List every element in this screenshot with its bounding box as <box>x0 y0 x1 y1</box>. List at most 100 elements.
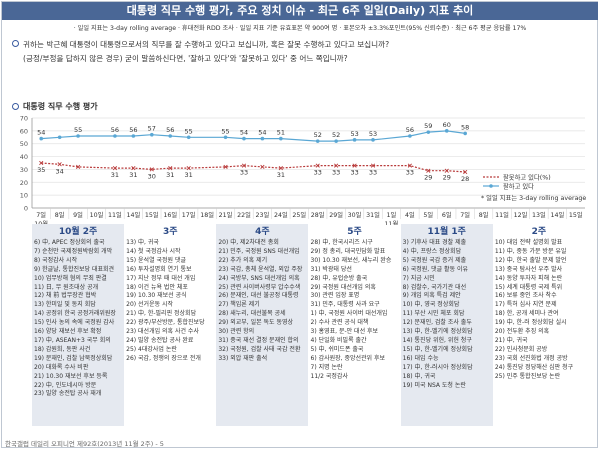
data-label: 53 <box>369 130 377 138</box>
x-tick-label: 25일 <box>292 210 306 219</box>
data-point <box>242 136 246 141</box>
week-event-item: 11) 中, 중동 가문 방문 유일 <box>494 247 567 255</box>
week-heading: 10월 2주 <box>58 227 98 237</box>
week-event-item: 8) 검찰수, 국가기관 대선 <box>402 283 467 291</box>
y-tick-label: 50 <box>20 140 28 148</box>
week-event-item: 17) 특허 심사 지연 문제 <box>494 301 557 309</box>
week-event-item: 25) 민주 통합진보당 논란 <box>494 372 561 380</box>
data-label: 55 <box>185 127 193 135</box>
week-event-item: 4) 中, 프랑스 정상회담 <box>402 247 462 255</box>
week-event-item: 16) 보류 중인 조사 착수 <box>494 292 557 300</box>
data-point <box>407 163 413 168</box>
data-label: 34 <box>56 167 64 175</box>
week-event-item: 24) 밀양 송전탑 공사 완료 <box>126 336 194 344</box>
week-event-item: 6) 中, APEC 정상회의 출국 <box>34 239 105 246</box>
data-label: 33 <box>350 169 358 177</box>
data-label: 56 <box>111 126 119 134</box>
data-point <box>426 168 431 173</box>
data-point <box>113 134 117 138</box>
x-tick-label: 8일 <box>55 210 65 219</box>
x-tick-label: 14일 <box>550 210 564 219</box>
week-column: 4주 20) 中, 제2차대전 총회 21) 민주, 국정원 SNS 대선개입 22)… <box>216 224 309 426</box>
data-point <box>260 136 265 141</box>
data-label: 60 <box>443 121 451 129</box>
week-event-item: 19) 문재인, 검찰 남북정상회담 <box>34 354 113 362</box>
data-point <box>131 166 136 171</box>
week-event-item: 6) 감사원장, 중앙선관위 후보 <box>310 354 386 362</box>
week-event-item: 18) 한, 공개 세미나 관여 <box>494 310 559 318</box>
y-tick-label: 70 <box>20 115 28 123</box>
week-event-item: 21) 中, 한-필리핀 정상회담 <box>126 310 197 318</box>
x-tick-label: 8일 <box>479 210 489 219</box>
legend-marker <box>489 184 493 188</box>
week-event-item: 31) 민주, 대통령 사과 요구 <box>310 301 380 309</box>
data-label: 54 <box>258 129 266 137</box>
data-label: 53 <box>350 130 358 138</box>
week-event-item: 14) 통진당 위헌, 위헌 청구 <box>402 336 472 344</box>
week-event-item: 13) 중국 탐사선 우주 발사 <box>494 265 563 273</box>
data-point <box>150 132 154 137</box>
week-event-item: 19) 10.30 재보선 공식 <box>126 292 187 300</box>
data-point <box>57 162 62 167</box>
week-event-item: 17) 지난 정부 때 대선 개입 <box>126 274 196 282</box>
x-tick-label: 30일 <box>348 210 362 219</box>
week-event-item: 10) 中, 영국 정상회담 <box>402 301 460 309</box>
data-label: 31 <box>111 171 119 179</box>
x-tick-label: 14일 <box>126 210 140 219</box>
x-tick-label: 22일 <box>237 210 251 219</box>
data-label: 52 <box>314 131 322 139</box>
week-event-item: 20) 中, 제2차대전 총회 <box>218 239 279 246</box>
data-point <box>39 160 44 166</box>
data-label: 33 <box>406 169 414 177</box>
section-bullet-icon <box>12 103 19 110</box>
week-event-item: 28) 中, 유럽순방 출국 <box>310 274 368 282</box>
week-event-item: 7) 순천만 국제정원박람회 개막 <box>34 247 113 255</box>
data-point <box>39 136 44 141</box>
data-label: 56 <box>406 126 414 134</box>
week-event-item: 32) 국정원, 검찰 사태 국감 전환 <box>218 345 301 353</box>
week-heading: 3주 <box>162 227 178 237</box>
page-title: 대통령 직무 수행 평가, 주요 정치 이슈 - 최근 6주 일일(Daily)… <box>2 2 598 20</box>
week-event-item: 20) 대화록 수사 비판 <box>34 363 89 371</box>
x-tick-label: 12일 <box>514 210 528 219</box>
week-event-item: 25) 4대강사업 논란 <box>126 345 177 353</box>
week-heading: 4주 <box>255 227 270 237</box>
series-line <box>41 130 466 142</box>
x-tick-label: 10일 <box>90 210 104 219</box>
data-label: 31 <box>185 171 193 179</box>
week-column: 11월 1주 3) 기후사 대표 경찰 제출 4) 中, 프랑스 정상회담 5) 국정… <box>400 224 493 426</box>
week-event-item: 24) 국방부, SNS 대선개입 의혹 <box>218 274 300 282</box>
week-heading: 11월 1주 <box>427 227 466 237</box>
week-event-item: 11) 부산 시민 체포 회담 <box>402 310 465 318</box>
week-event-item: 7) 지금 시민 <box>402 274 435 282</box>
data-point <box>149 167 154 172</box>
data-point <box>112 166 118 171</box>
data-label: 51 <box>277 129 285 137</box>
week-event-item: 26) 국감, 정쟁의 장으로 전개 <box>126 354 201 362</box>
x-tick-label: 4일 <box>405 210 415 219</box>
x-tick-label: 31일 <box>366 210 380 219</box>
week-event-item: 14) 첫 국정감사 시작 <box>126 247 181 255</box>
week-event-item: 25) 관련 사이버사령부 압수수색 <box>218 283 301 291</box>
week-event-item: 6) 국정원, 댓글 활동 이유 <box>402 265 469 273</box>
survey-method-line: · 일일 지표는 3-day rolling average · 휴대전화 RD… <box>73 25 527 32</box>
week-event-item: 24) 통진당 정당해산 심판 청구 <box>494 363 574 371</box>
data-point <box>278 166 283 171</box>
week-event-item: 1) 中, 국정원 사이버 대선개입 <box>310 310 388 318</box>
week-event-item: 26) 문재인, 대선 불공정 대통령 <box>218 292 299 300</box>
week-event-item: 14) 공정위 한국 공정거래위원장 <box>34 310 116 318</box>
week-event-item: 21) 中, 귀국 <box>494 336 528 344</box>
data-point <box>352 138 357 142</box>
x-tick-label: 17일 <box>182 210 196 219</box>
y-tick-label: 20 <box>20 179 28 187</box>
week-event-item: 12) 문재인, 검찰 조사 출두 <box>402 319 472 327</box>
week-event-item: 13) 한미일 및 동지 회담 <box>34 301 96 309</box>
week-event-item: 22) 추가 의혹 제기 <box>218 256 268 264</box>
x-tick-label: 15일 <box>145 210 159 219</box>
x-tick-label: 24일 <box>274 210 288 219</box>
week-event-item: 5) 국정원 국감 증거 제출 <box>402 256 467 264</box>
data-point <box>334 163 339 168</box>
week-event-item: 3) 홍영표, 문-안 대선 후보 <box>310 328 379 336</box>
data-point <box>370 163 376 168</box>
week-event-item: 17) 中, ASEAN+3 국무 회의 <box>34 336 111 344</box>
